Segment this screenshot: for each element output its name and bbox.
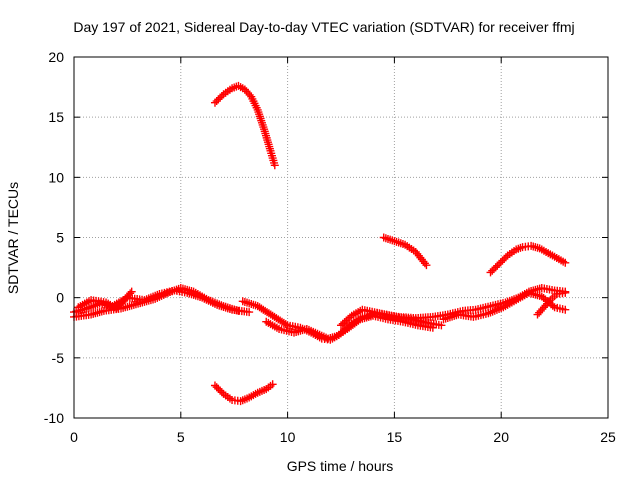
data-point <box>561 258 570 267</box>
series-arc-f <box>238 297 446 344</box>
x-tick-label: 5 <box>177 429 185 445</box>
x-tick-label: 25 <box>600 429 616 445</box>
x-axis-label: GPS time / hours <box>287 458 394 474</box>
data-point <box>127 287 136 296</box>
data-point-interp <box>489 265 498 274</box>
data-point <box>422 261 431 270</box>
data-point-interp <box>488 266 497 275</box>
data-point <box>210 381 219 390</box>
data-point <box>234 306 243 315</box>
series-arc-e <box>210 380 277 406</box>
series-arc-c <box>74 287 136 313</box>
y-tick-label: 20 <box>48 49 64 65</box>
y-tick-label: 15 <box>48 109 64 125</box>
grid-lines <box>74 57 608 418</box>
data-series-layer <box>70 81 570 406</box>
data-point <box>561 288 570 297</box>
x-tick-label: 0 <box>70 429 78 445</box>
y-tick-label: -5 <box>52 350 65 366</box>
data-point <box>270 161 279 170</box>
data-point-interp <box>214 384 223 393</box>
data-point <box>486 268 495 277</box>
chart-title: Day 197 of 2021, Sidereal Day-to-day VTE… <box>73 19 574 35</box>
data-point-interp <box>214 95 223 104</box>
data-point-interp <box>491 263 500 272</box>
y-tick-label: 5 <box>56 230 64 246</box>
x-tick-label: 10 <box>280 429 296 445</box>
data-point-interp <box>212 383 221 392</box>
series-arc-d <box>210 81 279 170</box>
series-arc-j <box>439 288 570 324</box>
data-point-interp <box>126 289 135 298</box>
y-tick-label: 0 <box>56 290 64 306</box>
data-point-interp <box>212 97 221 106</box>
data-point <box>437 321 446 330</box>
data-point <box>428 323 437 332</box>
y-axis-label: SDTVAR / TECUs <box>5 182 21 294</box>
series-arc-h <box>337 284 570 330</box>
data-point <box>495 259 504 268</box>
plot-frame <box>73 56 609 419</box>
data-point-interp <box>245 90 254 99</box>
series-arc-b <box>70 284 243 321</box>
x-tick-label: 15 <box>387 429 403 445</box>
data-point-interp <box>500 254 509 263</box>
data-point <box>561 305 570 314</box>
y-tick-label: 10 <box>48 169 64 185</box>
data-point <box>210 98 219 107</box>
data-point-interp <box>216 386 225 395</box>
data-point-interp <box>496 258 505 267</box>
series-arc-k <box>486 241 570 277</box>
data-point-interp <box>420 259 429 268</box>
tick-labels: 0 5 10 15 20 25 -10 -5 0 5 10 15 20 <box>44 49 616 445</box>
data-point <box>245 308 254 317</box>
y-tick-label: -10 <box>44 410 64 426</box>
data-point-interp <box>498 256 507 265</box>
series-arc-i <box>379 233 431 270</box>
data-point-interp <box>281 320 290 329</box>
x-tick-label: 20 <box>493 429 509 445</box>
data-point-interp <box>493 261 502 270</box>
data-point-interp <box>548 301 557 310</box>
data-point <box>268 380 277 389</box>
data-point-interp <box>216 93 225 102</box>
data-point-interp <box>544 297 553 306</box>
series-arc-l <box>533 288 570 319</box>
